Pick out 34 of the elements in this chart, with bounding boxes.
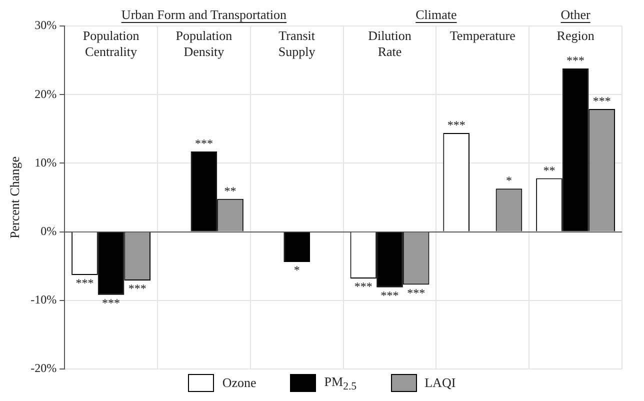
y-tick-label: -10% [30, 292, 57, 307]
data-label: *** [128, 282, 146, 296]
data-label: ** [543, 163, 556, 178]
legend-label: Ozone [222, 375, 256, 392]
x-tick-label: Dilution Rate [368, 28, 412, 59]
legend-label: LAQI [424, 375, 456, 392]
text: Urban Form and Transportation [121, 6, 287, 22]
y-tick-label: 10% [34, 155, 57, 170]
y-tick-label: 20% [34, 86, 57, 101]
x-tick-label: Region [556, 28, 595, 43]
legend-label: PM$_{2.5}$ [324, 374, 357, 393]
y-tick-label: 30% [34, 18, 57, 32]
data-label: *** [102, 296, 120, 310]
text: Climate [416, 6, 457, 22]
x-tick-label: Transit Supply [278, 28, 316, 59]
text: Other [560, 6, 592, 22]
x-tick-label: Population Density [176, 28, 233, 59]
y-tick-label: -20% [30, 361, 57, 376]
data-label: *** [380, 288, 399, 303]
data-label: *** [354, 280, 372, 294]
x-tick-label: Population Centrality [82, 28, 140, 59]
data-label: *** [76, 276, 94, 290]
data-label: *** [592, 94, 611, 108]
bar [284, 232, 310, 262]
data-label: *** [194, 136, 213, 151]
data-label: * [506, 174, 512, 188]
y-axis-title: Percent Change [7, 156, 22, 238]
data-label: *** [447, 118, 466, 132]
x-tick-label: Temperature [450, 28, 516, 43]
data-label: *** [566, 54, 585, 68]
y-tick-label: 0% [40, 224, 57, 238]
data-label: * [294, 263, 300, 278]
data-label: ** [224, 184, 236, 198]
data-label: *** [407, 286, 426, 300]
